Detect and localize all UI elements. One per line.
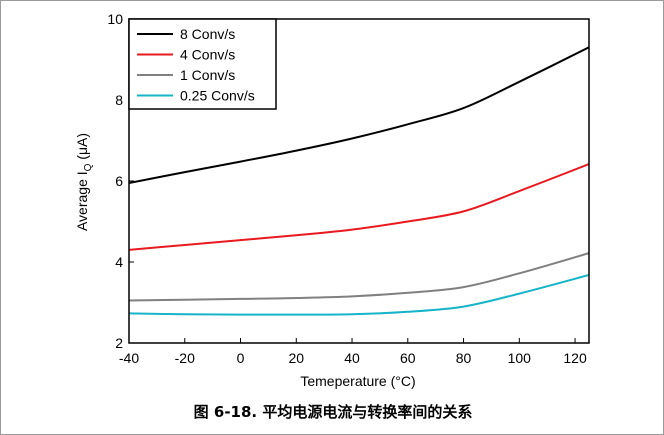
x-tick-label-7: 100 bbox=[508, 350, 532, 366]
plot-frame bbox=[128, 18, 590, 344]
x-axis-label-main: Temeperature ( bbox=[300, 373, 395, 389]
x-tick-label-2: 0 bbox=[237, 350, 245, 366]
x-tick-label-5: 60 bbox=[400, 350, 416, 366]
y-tick-label-1: 4 bbox=[115, 254, 123, 270]
y-axis-label-sub: Q bbox=[83, 163, 94, 171]
y-tick-label-4: 10 bbox=[107, 11, 123, 27]
y-axis-label: Average IQ (μA) bbox=[74, 133, 94, 231]
figure-caption: 图 6-18. 平均电源电流与转换率间的关系 bbox=[193, 403, 473, 421]
x-axis-label: Temeperature (°C) bbox=[300, 373, 415, 389]
x-tick-label-4: 40 bbox=[344, 350, 360, 366]
y-axis-label-unit: (μA) bbox=[74, 133, 90, 164]
x-tick-label-6: 80 bbox=[456, 350, 472, 366]
series-line-0 bbox=[129, 46, 589, 184]
line-chart: -40 -20 0 20 40 60 80 100 120 2 4 6 8 10 8 Conv/s 4 Con… bbox=[74, 11, 590, 389]
y-tick-label-0: 2 bbox=[115, 335, 123, 351]
x-tick-label-0: -40 bbox=[119, 350, 139, 366]
legend-label-1: 4 Conv/s bbox=[180, 47, 235, 63]
legend-label-0: 8 Conv/s bbox=[180, 26, 235, 42]
x-tick-label-8: 120 bbox=[563, 350, 587, 366]
y-axis-label-main: Average I bbox=[74, 171, 90, 231]
series-line-1 bbox=[129, 163, 589, 251]
legend-label-3: 0.25 Conv/s bbox=[180, 88, 255, 104]
series-line-2 bbox=[129, 252, 589, 302]
y-tick-label-2: 6 bbox=[115, 173, 123, 189]
x-tick-label-1: -20 bbox=[175, 350, 195, 366]
x-axis-label-unit: °C) bbox=[395, 373, 415, 389]
legend-label-2: 1 Conv/s bbox=[180, 67, 235, 83]
y-tick-label-3: 8 bbox=[115, 92, 123, 108]
x-tick-label-3: 20 bbox=[288, 350, 304, 366]
series-line-3 bbox=[129, 274, 589, 316]
